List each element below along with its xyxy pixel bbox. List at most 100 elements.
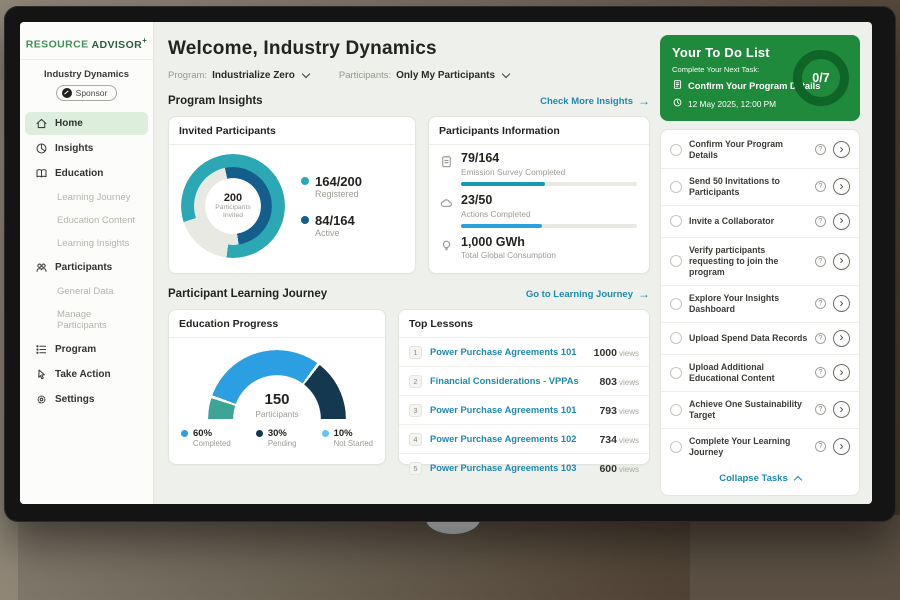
chevron-up-icon: [793, 475, 802, 485]
help-icon[interactable]: ?: [815, 215, 826, 227]
clock-icon: [672, 97, 683, 110]
collapse-tasks-link[interactable]: Collapse Tasks: [661, 465, 859, 493]
help-icon[interactable]: ?: [815, 298, 826, 310]
task-row[interactable]: Explore Your Insights Dashboard ? ›: [661, 286, 859, 323]
task-checkbox[interactable]: [670, 255, 682, 268]
rank-badge: 4: [409, 432, 422, 446]
section-title: Participant Learning Journey: [168, 288, 328, 300]
task-checkbox[interactable]: [670, 180, 682, 193]
sidebar-item-learning-insights[interactable]: Learning Insights: [25, 233, 148, 254]
progress-track: [461, 181, 637, 186]
todo-title: Your To Do List: [672, 45, 770, 60]
main-content: Welcome, Industry Dynamics Program: Indu…: [154, 22, 660, 504]
sidebar-item-label: Learning Insights: [57, 237, 130, 249]
sidebar-item-take-action[interactable]: Take Action: [25, 363, 148, 386]
lesson-link[interactable]: Power Purchase Agreements 102: [430, 434, 577, 444]
legend-active: 84/164 Active: [301, 213, 362, 238]
sidebar-item-manage-participants[interactable]: Manage Participants: [25, 304, 148, 336]
rank-badge: 3: [409, 403, 422, 417]
chevron-right-button[interactable]: ›: [833, 438, 850, 456]
legend-dot: [301, 177, 309, 185]
rank-badge: 5: [409, 461, 422, 475]
metric-global-consumption: 1,000 GWh Total Global Consumption: [439, 235, 637, 260]
clipboard-icon: [439, 154, 454, 169]
lesson-link[interactable]: Financial Considerations - VPPAs: [430, 376, 579, 386]
invited-participants-card: Invited Participants 200 Participants In…: [168, 116, 416, 274]
progress-track: [461, 223, 637, 228]
help-icon[interactable]: ?: [815, 144, 826, 156]
home-icon: [35, 117, 48, 130]
lesson-link[interactable]: Power Purchase Agreements 103: [430, 463, 577, 473]
sidebar-item-label: Take Action: [55, 368, 111, 380]
legend-dot: [255, 430, 263, 437]
chevron-right-button[interactable]: ›: [833, 141, 850, 159]
sidebar-item-learning-journey[interactable]: Learning Journey: [25, 187, 148, 208]
sidebar-item-label: Participants: [55, 261, 113, 273]
program-filter[interactable]: Program: Industrialize Zero: [168, 69, 311, 81]
chevron-right-button[interactable]: ›: [833, 252, 850, 270]
participants-filter[interactable]: Participants: Only My Participants: [339, 69, 511, 81]
logo-text-advisor: ADVISOR: [91, 38, 143, 51]
legend-registered: 164/200 Registered: [301, 174, 362, 199]
chevron-right-button[interactable]: ›: [833, 329, 850, 347]
task-checkbox[interactable]: [670, 143, 682, 156]
lesson-link[interactable]: Power Purchase Agreements 101: [430, 347, 577, 357]
sidebar-item-label: Settings: [55, 393, 95, 405]
help-icon[interactable]: ?: [815, 181, 826, 193]
check-more-insights-link[interactable]: Check More Insights →: [540, 94, 650, 108]
help-icon[interactable]: ?: [815, 404, 826, 416]
sidebar-item-education[interactable]: Education: [25, 162, 148, 185]
rank-badge: 2: [409, 374, 422, 388]
chevron-right-button[interactable]: ›: [833, 364, 850, 382]
task-checkbox[interactable]: [670, 297, 682, 310]
help-icon[interactable]: ?: [815, 255, 826, 267]
task-row[interactable]: Invite a Collaborator ? ›: [661, 206, 859, 238]
help-icon[interactable]: ?: [815, 332, 826, 344]
legend-dot: [321, 430, 329, 437]
task-row[interactable]: Achieve One Sustainability Target ? ›: [661, 392, 859, 429]
sidebar-item-general-data[interactable]: General Data: [25, 281, 148, 302]
legend-dot: [301, 216, 309, 224]
chevron-right-button[interactable]: ›: [833, 401, 850, 419]
sponsor-icon: [61, 87, 72, 98]
task-checkbox[interactable]: [670, 403, 682, 416]
sidebar-item-home[interactable]: Home: [25, 111, 148, 135]
section-title: Program Insights: [168, 95, 263, 107]
cursor-hand-icon: [35, 368, 48, 381]
chevron-right-button[interactable]: ›: [833, 212, 850, 230]
sidebar: RESOURCE ADVISOR+ Industry Dynamics Spons…: [20, 22, 154, 504]
sidebar-item-label: Program: [55, 343, 97, 355]
sidebar-item-settings[interactable]: Settings: [25, 388, 148, 411]
task-checkbox[interactable]: [670, 366, 682, 379]
todo-summary-card: Your To Do List Complete Your Next Task:…: [660, 35, 860, 121]
help-icon[interactable]: ?: [815, 367, 826, 379]
help-icon[interactable]: ?: [815, 441, 826, 453]
chevron-right-button[interactable]: ›: [833, 295, 850, 313]
sidebar-item-participants[interactable]: Participants: [25, 256, 148, 279]
sidebar-item-education-content[interactable]: Education Content: [25, 210, 148, 231]
task-row[interactable]: Confirm Your Program Details ? ›: [661, 132, 859, 169]
go-to-learning-journey-link[interactable]: Go to Learning Journey →: [526, 287, 650, 301]
sidebar-item-program[interactable]: Program: [25, 338, 148, 361]
task-row[interactable]: Upload Spend Data Records ? ›: [661, 323, 859, 355]
task-checkbox[interactable]: [670, 215, 682, 228]
task-checkbox[interactable]: [670, 332, 682, 345]
task-row[interactable]: Send 50 Invitations to Participants ? ›: [661, 169, 859, 206]
legend-dot: [181, 430, 188, 437]
task-row[interactable]: Complete Your Learning Journey ? ›: [661, 429, 859, 465]
org-name: Industry Dynamics: [44, 68, 129, 80]
sidebar-nav: Home Insights Education Learning Journey: [20, 111, 153, 412]
task-checkbox[interactable]: [670, 440, 682, 453]
rank-badge: 1: [409, 345, 422, 359]
task-row[interactable]: Upload Additional Educational Content ? …: [661, 355, 859, 392]
link-label: Go to Learning Journey: [525, 288, 633, 300]
task-row[interactable]: Verify participants requesting to join t…: [661, 238, 859, 286]
sidebar-item-insights[interactable]: Insights: [25, 137, 148, 160]
lesson-link[interactable]: Power Purchase Agreements 101: [430, 405, 577, 415]
card-title: Invited Participants: [169, 117, 415, 145]
gauge-legend: 60% Completed 30% Pending: [169, 419, 385, 448]
invited-donut-chart: 200 Participants Invited: [181, 154, 285, 258]
chevron-right-button[interactable]: ›: [833, 178, 850, 196]
todo-panel: Your To Do List Complete Your Next Task:…: [660, 22, 872, 504]
